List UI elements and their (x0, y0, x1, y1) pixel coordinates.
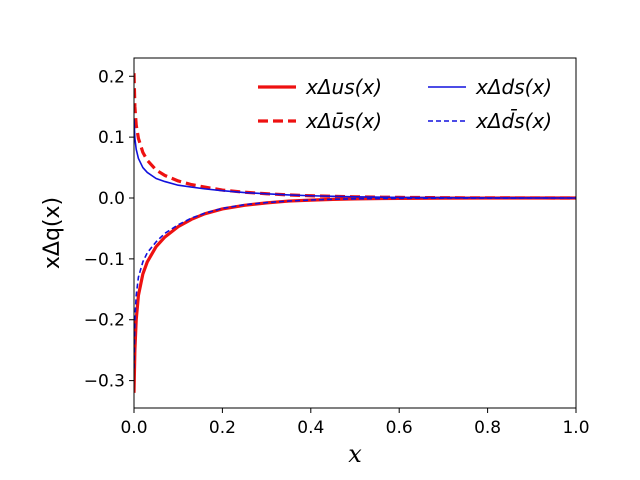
y-axis-ticks: −0.3 −0.2 −0.1 0.0 0.1 0.2 (84, 67, 134, 392)
y-tick-label: −0.3 (84, 372, 125, 392)
legend-label-2: xΔds(x) (475, 75, 552, 99)
x-tick-label: 0.0 (120, 418, 147, 438)
x-axis-ticks: 0.0 0.2 0.4 0.6 0.8 1.0 (120, 408, 590, 438)
y-axis-label: xΔq(x) (40, 197, 65, 269)
series-line-3 (134, 197, 576, 369)
series-line-2 (134, 118, 576, 199)
plot-frame (133, 57, 577, 409)
y-tick-label: −0.1 (84, 250, 125, 270)
x-tick-label: 0.6 (386, 418, 413, 438)
series-layer (134, 73, 576, 393)
legend-label-1: xΔūs(x) (305, 109, 382, 133)
y-tick-label: 0.0 (98, 189, 125, 209)
x-tick-label: 0.4 (297, 418, 324, 438)
x-tick-label: 0.8 (474, 418, 501, 438)
legend-label-0: xΔus(x) (305, 75, 382, 99)
legend-label-3: xΔd̄s(x) (475, 108, 552, 133)
y-tick-label: 0.1 (98, 128, 125, 148)
x-tick-label: 1.0 (562, 418, 589, 438)
legend: xΔus(x) xΔds(x) xΔūs(x) xΔd̄s(x) (258, 75, 552, 133)
x-tick-label: 0.2 (209, 418, 236, 438)
y-tick-label: 0.2 (98, 67, 125, 87)
x-axis-label: x (348, 440, 362, 468)
series-line-0 (134, 196, 576, 393)
y-tick-label: −0.2 (84, 311, 125, 331)
